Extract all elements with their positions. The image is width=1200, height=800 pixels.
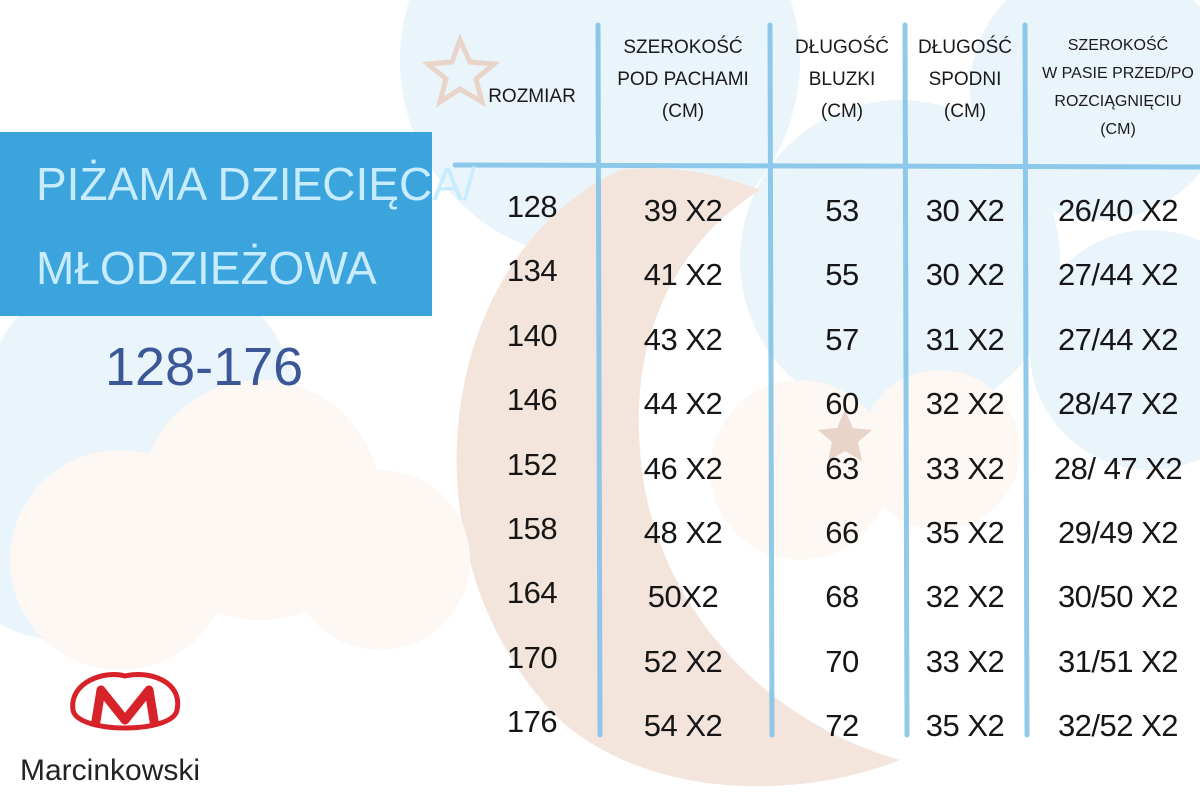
header-line: POD PACHAMI xyxy=(617,69,749,90)
table-cell: 30/50 X2 xyxy=(1057,579,1179,615)
table-cell: 27/44 X2 xyxy=(1057,257,1179,293)
table-cell: 31 X2 xyxy=(925,321,1005,357)
table-cell: 31/51 X2 xyxy=(1057,643,1179,679)
table-cell: 128 xyxy=(506,189,558,224)
table-cell: 28/ 47 X2 xyxy=(1053,450,1183,486)
header-line: ROZMIAR xyxy=(488,86,576,107)
header-line: (CM) xyxy=(820,101,864,122)
table-cell: 176 xyxy=(506,704,558,740)
table-cell: 30 X2 xyxy=(925,193,1005,228)
table-cell: 35 X2 xyxy=(925,515,1005,550)
table-cell: 55 xyxy=(825,257,859,293)
table-cell: 46 X2 xyxy=(643,450,723,486)
table-cell: 158 xyxy=(506,511,558,546)
table-cell: 29/49 X2 xyxy=(1057,515,1179,550)
table-cell: 70 xyxy=(825,643,859,679)
table-cell: 50X2 xyxy=(647,579,719,615)
title-line: MŁODZIEŻOWA xyxy=(36,242,377,294)
header-line: (CM) xyxy=(1100,121,1136,138)
table-cell: 68 xyxy=(825,579,859,615)
header-line: (CM) xyxy=(661,101,705,122)
table-cell: 33 X2 xyxy=(925,643,1005,679)
title: PIŻAMA DZIECIĘCA/ MŁODZIEŻOWA xyxy=(36,142,476,310)
table-cell: 63 xyxy=(825,450,859,486)
table-cell: 43 X2 xyxy=(643,321,723,357)
table-cell: 32/52 X2 xyxy=(1057,708,1179,744)
column-header: DŁUGOŚĆ BLUZKI (CM) xyxy=(795,32,889,128)
table-cell: 60 xyxy=(825,386,859,422)
header-line: SZEROKOŚĆ xyxy=(623,37,743,58)
header-line: W PASIE PRZED/PO xyxy=(1042,65,1194,82)
header-line: DŁUGOŚĆ xyxy=(918,37,1012,58)
table-cell: 39 X2 xyxy=(643,193,723,228)
table-cell: 53 xyxy=(825,193,859,228)
table-cell: 57 xyxy=(825,321,859,357)
header-line: BLUZKI xyxy=(808,69,876,90)
table-cell: 66 xyxy=(825,515,859,550)
table-cell: 72 xyxy=(825,708,859,744)
header-line: SZEROKOŚĆ xyxy=(1067,37,1169,54)
table-cell: 30 X2 xyxy=(925,257,1005,293)
header-line: ROZCIĄGNIĘCIU xyxy=(1054,93,1182,110)
table-cell: 44 X2 xyxy=(643,386,723,422)
table-cell: 41 X2 xyxy=(643,257,723,293)
column-header: SZEROKOŚĆ W PASIE PRZED/PO ROZCIĄGNIĘCIU (C… xyxy=(1042,32,1194,144)
table-cell: 52 X2 xyxy=(643,643,723,679)
column-header: DŁUGOŚĆ SPODNI (CM) xyxy=(918,32,1012,128)
table-cell: 164 xyxy=(506,575,558,611)
column-header: SZEROKOŚĆ POD PACHAMI (CM) xyxy=(617,32,749,128)
table-cell: 134 xyxy=(506,253,558,289)
header-line: DŁUGOŚĆ xyxy=(795,37,889,58)
title-line: PIŻAMA DZIECIĘCA/ xyxy=(36,158,476,210)
table-cell: 146 xyxy=(506,382,558,418)
table-cell: 26/40 X2 xyxy=(1057,193,1179,228)
header-line: SPODNI xyxy=(928,69,1002,90)
brand: Marcinkowski xyxy=(20,754,201,787)
table-cell: 54 X2 xyxy=(643,708,723,744)
table-cell: 140 xyxy=(506,317,558,353)
table-cell: 32 X2 xyxy=(925,579,1005,615)
table-cell: 35 X2 xyxy=(925,708,1005,744)
table-cell: 27/44 X2 xyxy=(1057,321,1179,357)
table-cell: 33 X2 xyxy=(925,450,1005,486)
size-range: 128-176 xyxy=(105,337,304,397)
table-cell: 28/47 X2 xyxy=(1057,386,1179,422)
table-cell: 170 xyxy=(506,639,558,675)
table-cell: 32 X2 xyxy=(925,386,1005,422)
header-line: (CM) xyxy=(943,101,987,122)
table-cell: 152 xyxy=(506,446,558,482)
column-header: ROZMIAR xyxy=(488,81,576,113)
table-cell: 48 X2 xyxy=(643,515,723,550)
